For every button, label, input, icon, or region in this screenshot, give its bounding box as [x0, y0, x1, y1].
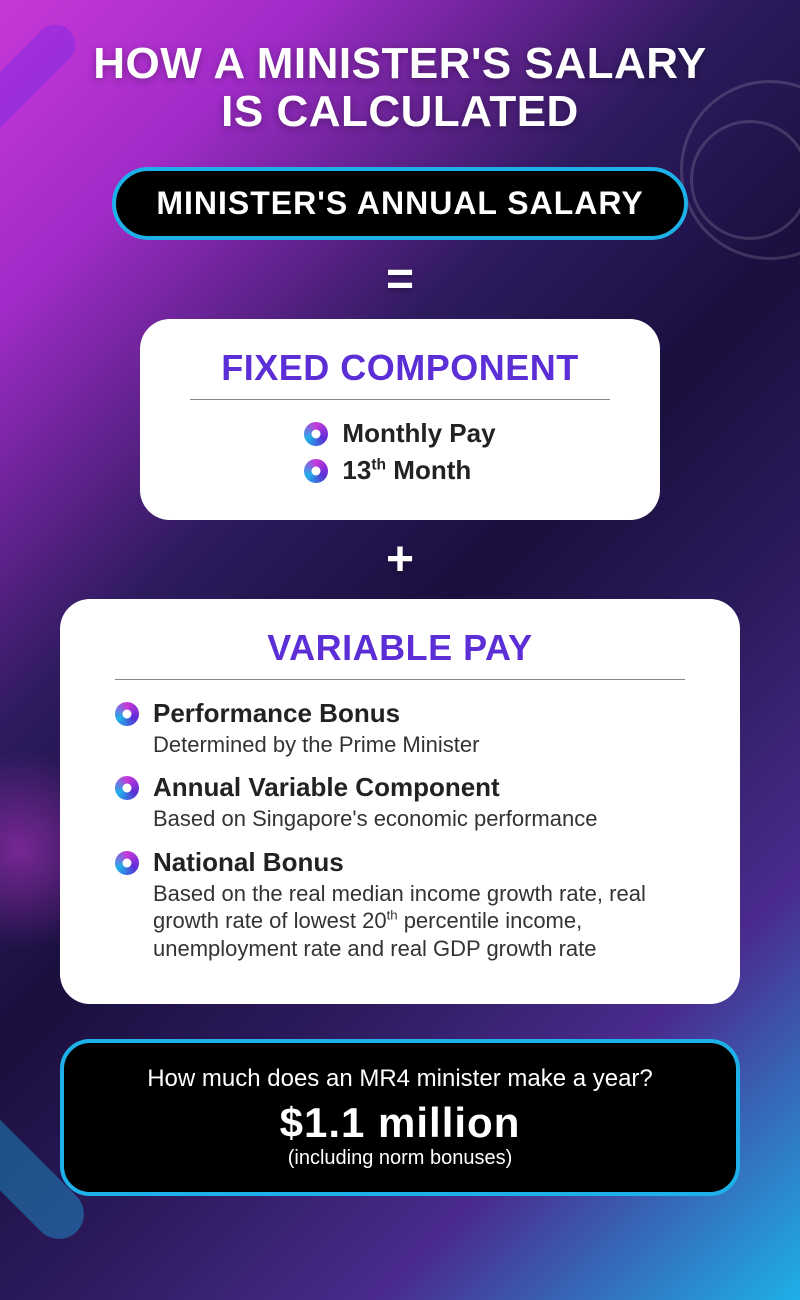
fixed-item-label-1: 13th Month	[342, 455, 495, 486]
variable-items-list: Performance Bonus Determined by the Prim…	[115, 698, 685, 963]
variable-title: VARIABLE PAY	[115, 627, 685, 680]
fixed-component-card: FIXED COMPONENT Monthly Pay 13th Month	[140, 319, 660, 520]
list-item: Annual Variable Component Based on Singa…	[115, 772, 685, 833]
variable-item-desc-2: Based on the real median income growth r…	[153, 880, 685, 963]
variable-item-desc-1: Based on Singapore's economic performanc…	[153, 805, 685, 833]
footer-note: (including norm bonuses)	[104, 1147, 696, 1170]
variable-item-label-0: Performance Bonus	[153, 698, 685, 729]
bullet-icon	[115, 702, 139, 726]
bullet-icon	[304, 459, 328, 483]
footer-question: How much does an MR4 minister make a yea…	[104, 1065, 696, 1093]
variable-item-label-1: Annual Variable Component	[153, 772, 685, 803]
equals-operator: =	[40, 252, 760, 307]
list-item: 13th Month	[304, 455, 495, 486]
bullet-icon	[115, 776, 139, 800]
list-item: National Bonus Based on the real median …	[115, 847, 685, 963]
footer-summary-box: How much does an MR4 minister make a yea…	[60, 1039, 740, 1196]
fixed-items-list: Monthly Pay 13th Month	[304, 418, 495, 486]
formula-header-pill: MINISTER'S ANNUAL SALARY	[112, 167, 687, 240]
title-line-1: HOW A MINISTER'S SALARY	[93, 39, 707, 88]
formula-header-label: MINISTER'S ANNUAL SALARY	[156, 185, 643, 222]
plus-operator: +	[40, 532, 760, 587]
list-item: Monthly Pay	[304, 418, 495, 449]
page-title: HOW A MINISTER'S SALARY IS CALCULATED	[40, 40, 760, 137]
title-line-2: IS CALCULATED	[221, 87, 579, 136]
fixed-item-label-0: Monthly Pay	[342, 418, 495, 449]
variable-pay-card: VARIABLE PAY Performance Bonus Determine…	[60, 599, 740, 1005]
variable-item-label-2: National Bonus	[153, 847, 685, 878]
footer-amount: $1.1 million	[104, 1099, 696, 1147]
list-item: Performance Bonus Determined by the Prim…	[115, 698, 685, 759]
fixed-title: FIXED COMPONENT	[190, 347, 610, 400]
bullet-icon	[304, 422, 328, 446]
bullet-icon	[115, 851, 139, 875]
variable-item-desc-0: Determined by the Prime Minister	[153, 731, 685, 759]
